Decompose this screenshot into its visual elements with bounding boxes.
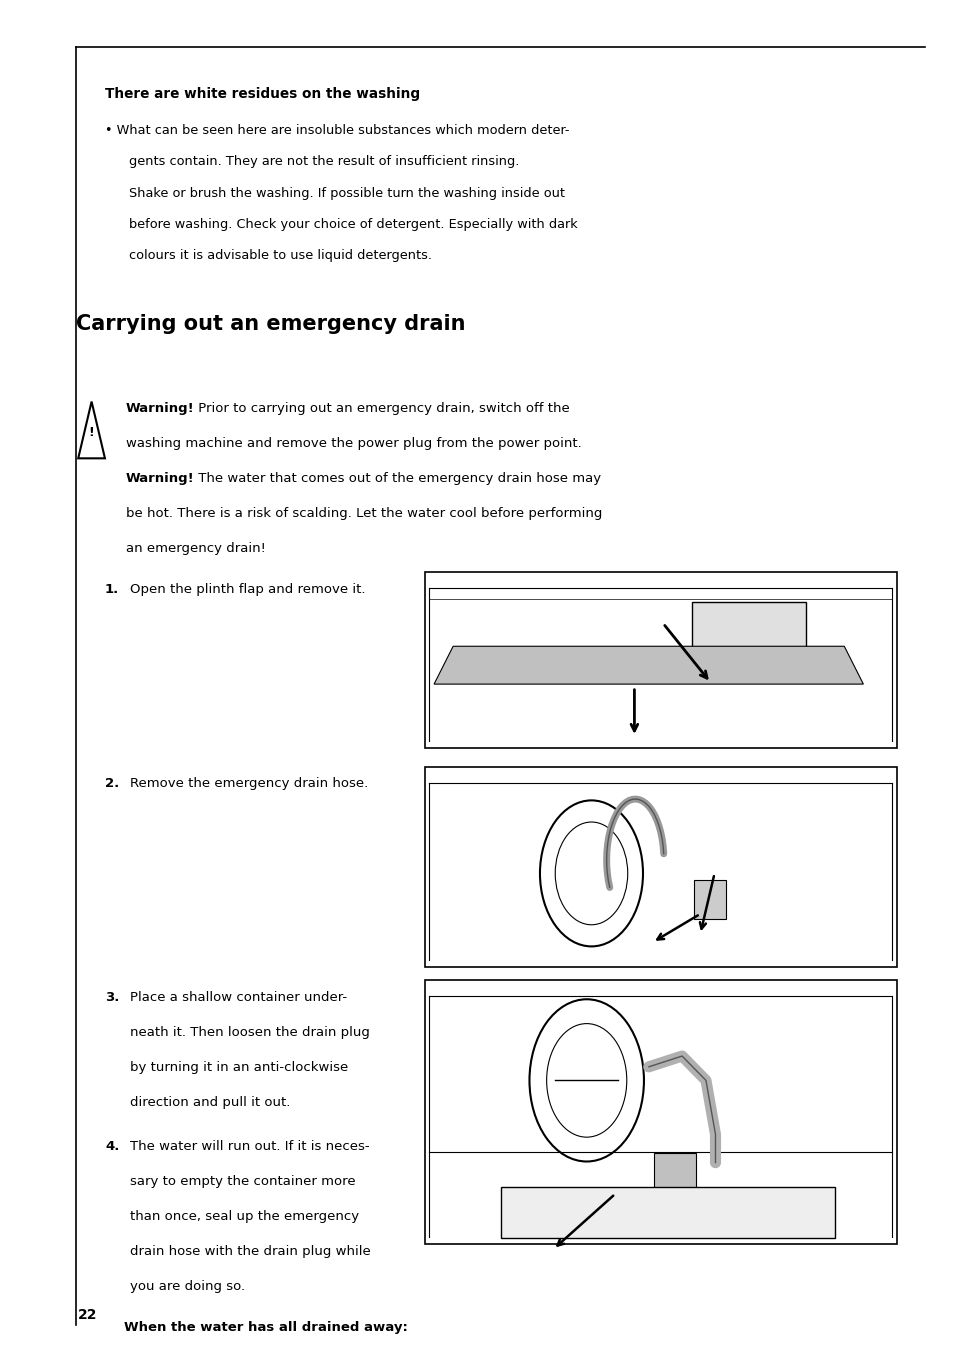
Text: 22: 22: [78, 1309, 97, 1322]
Text: When the water has all drained away:: When the water has all drained away:: [124, 1321, 408, 1334]
Text: washing machine and remove the power plug from the power point.: washing machine and remove the power plu…: [126, 437, 581, 450]
FancyBboxPatch shape: [424, 980, 896, 1244]
FancyBboxPatch shape: [424, 767, 896, 967]
Text: There are white residues on the washing: There are white residues on the washing: [105, 87, 419, 100]
Text: • What can be seen here are insoluble substances which modern deter-: • What can be seen here are insoluble su…: [105, 124, 569, 138]
FancyBboxPatch shape: [500, 1187, 834, 1238]
Text: by turning it in an anti-clockwise: by turning it in an anti-clockwise: [130, 1061, 348, 1075]
Text: before washing. Check your choice of detergent. Especially with dark: before washing. Check your choice of det…: [129, 218, 577, 231]
Text: direction and pull it out.: direction and pull it out.: [130, 1096, 290, 1110]
Text: Shake or brush the washing. If possible turn the washing inside out: Shake or brush the washing. If possible …: [129, 187, 564, 200]
Text: The water that comes out of the emergency drain hose may: The water that comes out of the emergenc…: [193, 472, 600, 485]
Text: colours it is advisable to use liquid detergents.: colours it is advisable to use liquid de…: [129, 249, 432, 262]
Text: drain hose with the drain plug while: drain hose with the drain plug while: [130, 1245, 370, 1259]
Text: you are doing so.: you are doing so.: [130, 1280, 245, 1294]
Text: Warning!: Warning!: [126, 402, 194, 415]
Text: sary to empty the container more: sary to empty the container more: [130, 1175, 355, 1188]
Text: Remove the emergency drain hose.: Remove the emergency drain hose.: [130, 777, 368, 791]
FancyBboxPatch shape: [654, 1153, 696, 1188]
Text: 3.: 3.: [105, 991, 119, 1005]
Text: Warning!: Warning!: [126, 472, 194, 485]
Text: be hot. There is a risk of scalding. Let the water cool before performing: be hot. There is a risk of scalding. Let…: [126, 507, 601, 521]
Text: 1.: 1.: [105, 583, 119, 596]
FancyBboxPatch shape: [691, 602, 805, 667]
Text: Prior to carrying out an emergency drain, switch off the: Prior to carrying out an emergency drain…: [193, 402, 569, 415]
Text: an emergency drain!: an emergency drain!: [126, 542, 266, 556]
Text: than once, seal up the emergency: than once, seal up the emergency: [130, 1210, 358, 1224]
Text: 2.: 2.: [105, 777, 119, 791]
FancyBboxPatch shape: [693, 880, 725, 919]
Text: The water will run out. If it is neces-: The water will run out. If it is neces-: [130, 1140, 369, 1153]
FancyBboxPatch shape: [424, 572, 896, 748]
Polygon shape: [434, 646, 862, 684]
Text: Place a shallow container under-: Place a shallow container under-: [130, 991, 347, 1005]
Text: 4.: 4.: [105, 1140, 119, 1153]
Text: Carrying out an emergency drain: Carrying out an emergency drain: [76, 314, 465, 334]
Text: neath it. Then loosen the drain plug: neath it. Then loosen the drain plug: [130, 1026, 369, 1040]
Text: Open the plinth flap and remove it.: Open the plinth flap and remove it.: [130, 583, 365, 596]
Text: !: !: [89, 426, 94, 439]
Text: gents contain. They are not the result of insufficient rinsing.: gents contain. They are not the result o…: [129, 155, 518, 169]
